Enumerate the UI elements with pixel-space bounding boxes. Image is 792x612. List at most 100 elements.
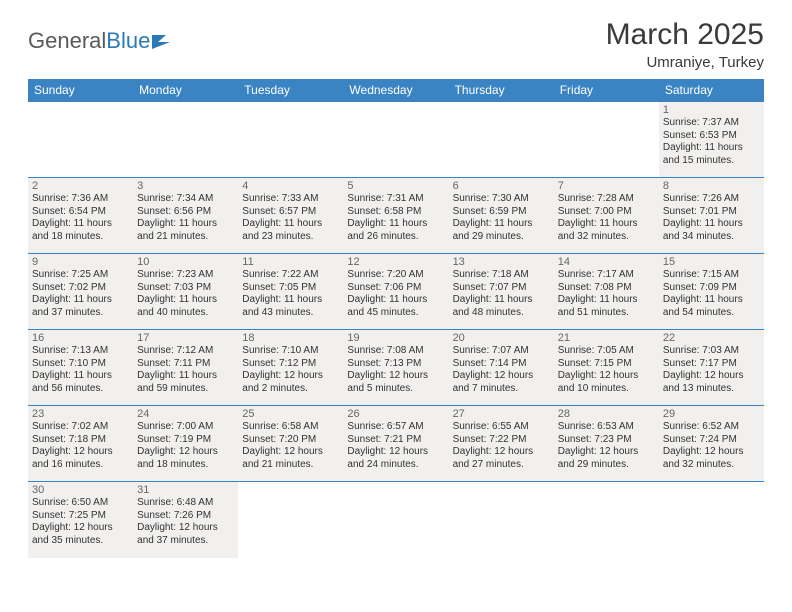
calendar-row: 30Sunrise: 6:50 AMSunset: 7:25 PMDayligh…	[28, 482, 764, 558]
calendar-cell: 19Sunrise: 7:08 AMSunset: 7:13 PMDayligh…	[343, 330, 448, 406]
day-info: Sunrise: 7:33 AMSunset: 6:57 PMDaylight:…	[242, 193, 339, 243]
calendar-cell: 23Sunrise: 7:02 AMSunset: 7:18 PMDayligh…	[28, 406, 133, 482]
calendar-cell: 27Sunrise: 6:55 AMSunset: 7:22 PMDayligh…	[449, 406, 554, 482]
calendar-cell: 21Sunrise: 7:05 AMSunset: 7:15 PMDayligh…	[554, 330, 659, 406]
day-info: Sunrise: 6:48 AMSunset: 7:26 PMDaylight:…	[137, 497, 234, 547]
calendar-cell: 8Sunrise: 7:26 AMSunset: 7:01 PMDaylight…	[659, 178, 764, 254]
calendar-cell: 31Sunrise: 6:48 AMSunset: 7:26 PMDayligh…	[133, 482, 238, 558]
calendar-cell: 16Sunrise: 7:13 AMSunset: 7:10 PMDayligh…	[28, 330, 133, 406]
day-info: Sunrise: 7:13 AMSunset: 7:10 PMDaylight:…	[32, 345, 129, 395]
calendar-cell: 13Sunrise: 7:18 AMSunset: 7:07 PMDayligh…	[449, 254, 554, 330]
weekday-header: Thursday	[449, 79, 554, 102]
day-number: 6	[453, 180, 550, 192]
day-number: 26	[347, 408, 444, 420]
title-block: March 2025 Umraniye, Turkey	[606, 18, 764, 71]
day-number: 13	[453, 256, 550, 268]
day-info: Sunrise: 6:50 AMSunset: 7:25 PMDaylight:…	[32, 497, 129, 547]
calendar-cell: 15Sunrise: 7:15 AMSunset: 7:09 PMDayligh…	[659, 254, 764, 330]
day-info: Sunrise: 7:37 AMSunset: 6:53 PMDaylight:…	[663, 117, 760, 167]
calendar-cell-empty	[28, 102, 133, 178]
weekday-header: Sunday	[28, 79, 133, 102]
day-number: 15	[663, 256, 760, 268]
calendar-cell: 12Sunrise: 7:20 AMSunset: 7:06 PMDayligh…	[343, 254, 448, 330]
day-number: 2	[32, 180, 129, 192]
calendar-cell-empty	[343, 482, 448, 558]
calendar-cell-empty	[449, 482, 554, 558]
calendar-body: 1Sunrise: 7:37 AMSunset: 6:53 PMDaylight…	[28, 102, 764, 558]
day-number: 5	[347, 180, 444, 192]
day-info: Sunrise: 7:28 AMSunset: 7:00 PMDaylight:…	[558, 193, 655, 243]
brand-part2: Blue	[106, 28, 150, 54]
calendar-row: 1Sunrise: 7:37 AMSunset: 6:53 PMDaylight…	[28, 102, 764, 178]
day-number: 24	[137, 408, 234, 420]
calendar-cell: 7Sunrise: 7:28 AMSunset: 7:00 PMDaylight…	[554, 178, 659, 254]
calendar-cell: 4Sunrise: 7:33 AMSunset: 6:57 PMDaylight…	[238, 178, 343, 254]
calendar-cell: 1Sunrise: 7:37 AMSunset: 6:53 PMDaylight…	[659, 102, 764, 178]
weekday-header-row: Sunday Monday Tuesday Wednesday Thursday…	[28, 79, 764, 102]
day-number: 12	[347, 256, 444, 268]
day-number: 4	[242, 180, 339, 192]
day-info: Sunrise: 7:07 AMSunset: 7:14 PMDaylight:…	[453, 345, 550, 395]
day-number: 31	[137, 484, 234, 496]
brand-logo: GeneralBlue	[28, 18, 174, 54]
weekday-header: Wednesday	[343, 79, 448, 102]
calendar-row: 9Sunrise: 7:25 AMSunset: 7:02 PMDaylight…	[28, 254, 764, 330]
day-info: Sunrise: 7:02 AMSunset: 7:18 PMDaylight:…	[32, 421, 129, 471]
day-info: Sunrise: 7:12 AMSunset: 7:11 PMDaylight:…	[137, 345, 234, 395]
day-info: Sunrise: 7:15 AMSunset: 7:09 PMDaylight:…	[663, 269, 760, 319]
page-subtitle: Umraniye, Turkey	[606, 54, 764, 71]
day-info: Sunrise: 6:57 AMSunset: 7:21 PMDaylight:…	[347, 421, 444, 471]
calendar-cell: 20Sunrise: 7:07 AMSunset: 7:14 PMDayligh…	[449, 330, 554, 406]
day-info: Sunrise: 7:30 AMSunset: 6:59 PMDaylight:…	[453, 193, 550, 243]
day-number: 27	[453, 408, 550, 420]
calendar-cell-empty	[343, 102, 448, 178]
calendar-cell: 17Sunrise: 7:12 AMSunset: 7:11 PMDayligh…	[133, 330, 238, 406]
calendar-cell: 14Sunrise: 7:17 AMSunset: 7:08 PMDayligh…	[554, 254, 659, 330]
calendar-cell: 2Sunrise: 7:36 AMSunset: 6:54 PMDaylight…	[28, 178, 133, 254]
calendar-cell: 5Sunrise: 7:31 AMSunset: 6:58 PMDaylight…	[343, 178, 448, 254]
day-number: 18	[242, 332, 339, 344]
day-number: 8	[663, 180, 760, 192]
page-title: March 2025	[606, 18, 764, 52]
day-info: Sunrise: 7:03 AMSunset: 7:17 PMDaylight:…	[663, 345, 760, 395]
day-info: Sunrise: 6:53 AMSunset: 7:23 PMDaylight:…	[558, 421, 655, 471]
calendar-cell: 6Sunrise: 7:30 AMSunset: 6:59 PMDaylight…	[449, 178, 554, 254]
calendar-cell: 11Sunrise: 7:22 AMSunset: 7:05 PMDayligh…	[238, 254, 343, 330]
day-number: 11	[242, 256, 339, 268]
calendar-cell: 24Sunrise: 7:00 AMSunset: 7:19 PMDayligh…	[133, 406, 238, 482]
calendar-cell: 10Sunrise: 7:23 AMSunset: 7:03 PMDayligh…	[133, 254, 238, 330]
day-info: Sunrise: 7:36 AMSunset: 6:54 PMDaylight:…	[32, 193, 129, 243]
day-info: Sunrise: 7:17 AMSunset: 7:08 PMDaylight:…	[558, 269, 655, 319]
calendar-cell-empty	[554, 482, 659, 558]
day-number: 22	[663, 332, 760, 344]
day-info: Sunrise: 7:31 AMSunset: 6:58 PMDaylight:…	[347, 193, 444, 243]
day-info: Sunrise: 7:00 AMSunset: 7:19 PMDaylight:…	[137, 421, 234, 471]
weekday-header: Saturday	[659, 79, 764, 102]
calendar-cell-empty	[238, 102, 343, 178]
weekday-header: Friday	[554, 79, 659, 102]
day-number: 23	[32, 408, 129, 420]
calendar-cell: 22Sunrise: 7:03 AMSunset: 7:17 PMDayligh…	[659, 330, 764, 406]
day-info: Sunrise: 6:58 AMSunset: 7:20 PMDaylight:…	[242, 421, 339, 471]
day-number: 9	[32, 256, 129, 268]
day-number: 14	[558, 256, 655, 268]
calendar-cell-empty	[554, 102, 659, 178]
day-number: 25	[242, 408, 339, 420]
day-info: Sunrise: 7:26 AMSunset: 7:01 PMDaylight:…	[663, 193, 760, 243]
calendar-cell-empty	[133, 102, 238, 178]
calendar-cell: 9Sunrise: 7:25 AMSunset: 7:02 PMDaylight…	[28, 254, 133, 330]
day-info: Sunrise: 7:18 AMSunset: 7:07 PMDaylight:…	[453, 269, 550, 319]
day-number: 17	[137, 332, 234, 344]
day-number: 7	[558, 180, 655, 192]
weekday-header: Tuesday	[238, 79, 343, 102]
page-header: GeneralBlue March 2025 Umraniye, Turkey	[28, 18, 764, 71]
calendar-cell: 28Sunrise: 6:53 AMSunset: 7:23 PMDayligh…	[554, 406, 659, 482]
calendar-cell: 3Sunrise: 7:34 AMSunset: 6:56 PMDaylight…	[133, 178, 238, 254]
brand-part1: General	[28, 28, 106, 54]
day-number: 16	[32, 332, 129, 344]
day-number: 19	[347, 332, 444, 344]
day-number: 29	[663, 408, 760, 420]
day-info: Sunrise: 7:23 AMSunset: 7:03 PMDaylight:…	[137, 269, 234, 319]
day-number: 20	[453, 332, 550, 344]
day-info: Sunrise: 7:05 AMSunset: 7:15 PMDaylight:…	[558, 345, 655, 395]
